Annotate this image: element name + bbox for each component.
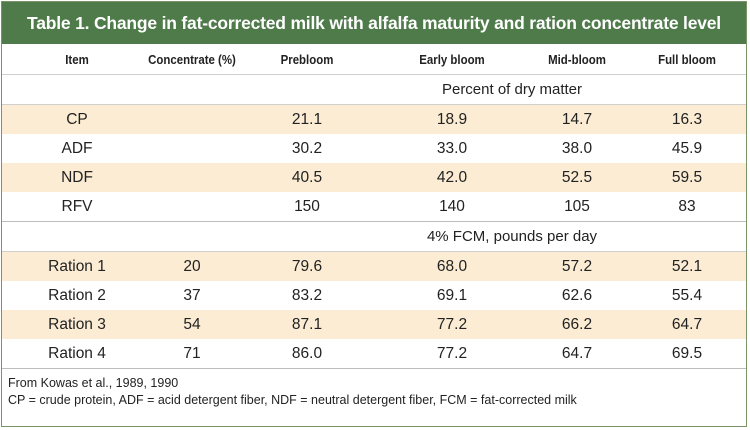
cell-concentrate: 54	[183, 315, 201, 333]
cell-mid-bloom: 105	[564, 197, 590, 215]
cell-early-bloom: 33.0	[436, 139, 468, 157]
table-row: NDF 40.5 42.0 52.5 59.5	[2, 163, 746, 192]
row-item: CP	[66, 110, 88, 128]
cell-prebloom: 30.2	[291, 139, 323, 157]
cell-concentrate: 71	[183, 344, 201, 362]
row-item: Ration 4	[48, 344, 106, 362]
cell-full-bloom: 64.7	[671, 315, 703, 333]
cell-full-bloom: 55.4	[671, 286, 703, 304]
cell-full-bloom: 16.3	[671, 110, 703, 128]
cell-concentrate: 20	[183, 257, 201, 275]
footer-divider	[2, 368, 746, 369]
cell-early-bloom: 42.0	[436, 168, 468, 186]
cell-prebloom: 87.1	[291, 315, 323, 333]
cell-prebloom: 79.6	[291, 257, 323, 275]
cell-full-bloom: 69.5	[671, 344, 703, 362]
cell-full-bloom: 45.9	[671, 139, 703, 157]
abbreviations-note: CP = crude protein, ADF = acid detergent…	[8, 393, 577, 407]
table-row: CP 21.1 18.9 14.7 16.3	[2, 105, 746, 134]
row-item: Ration 3	[48, 315, 106, 333]
section-header-fcm: 4% FCM, pounds per day	[2, 221, 746, 252]
row-item: ADF	[61, 139, 93, 157]
column-header-item: Item	[65, 51, 89, 67]
cell-prebloom: 40.5	[291, 168, 323, 186]
cell-prebloom: 21.1	[291, 110, 323, 128]
table-row: RFV 150 140 105 83	[2, 192, 746, 221]
cell-mid-bloom: 62.6	[561, 286, 593, 304]
column-header-prebloom: Prebloom	[280, 51, 334, 67]
column-header-concentrate: Concentrate (%)	[148, 51, 236, 67]
cell-mid-bloom: 38.0	[561, 139, 593, 157]
table-row: Ration 4 71 86.0 77.2 64.7 69.5	[2, 339, 746, 368]
cell-prebloom: 86.0	[291, 344, 323, 362]
cell-early-bloom: 18.9	[436, 110, 468, 128]
table-title: Table 1. Change in fat-corrected milk wi…	[2, 2, 746, 44]
cell-early-bloom: 140	[439, 197, 465, 215]
column-header-mid-bloom: Mid-bloom	[548, 51, 606, 67]
row-item: Ration 1	[48, 257, 106, 275]
table-row: Ration 2 37 83.2 69.1 62.6 55.4	[2, 281, 746, 310]
cell-mid-bloom: 57.2	[561, 257, 593, 275]
cell-mid-bloom: 52.5	[561, 168, 593, 186]
column-header-full-bloom: Full bloom	[658, 51, 716, 67]
cell-early-bloom: 68.0	[436, 257, 468, 275]
table-row: ADF 30.2 33.0 38.0 45.9	[2, 134, 746, 163]
cell-mid-bloom: 14.7	[561, 110, 593, 128]
cell-prebloom: 83.2	[291, 286, 323, 304]
row-item: Ration 2	[48, 286, 106, 304]
cell-full-bloom: 52.1	[671, 257, 703, 275]
table-header-row: Item Concentrate (%) Prebloom Early bloo…	[2, 44, 746, 75]
cell-mid-bloom: 66.2	[561, 315, 593, 333]
table-notes: From Kowas et al., 1989, 1990 CP = crude…	[8, 375, 577, 409]
cell-early-bloom: 69.1	[436, 286, 468, 304]
row-item: RFV	[61, 197, 93, 215]
cell-mid-bloom: 64.7	[561, 344, 593, 362]
table-row: Ration 1 20 79.6 68.0 57.2 52.1	[2, 252, 746, 281]
table-row: Ration 3 54 87.1 77.2 66.2 64.7	[2, 310, 746, 339]
source-note: From Kowas et al., 1989, 1990	[8, 376, 179, 390]
cell-full-bloom: 59.5	[671, 168, 703, 186]
cell-prebloom: 150	[294, 197, 320, 215]
section-label: 4% FCM, pounds per day	[426, 228, 598, 245]
column-header-early-bloom: Early bloom	[419, 51, 485, 67]
cell-early-bloom: 77.2	[436, 344, 468, 362]
cell-early-bloom: 77.2	[436, 315, 468, 333]
section-label: Percent of dry matter	[441, 81, 583, 98]
row-item: NDF	[61, 168, 93, 186]
cell-full-bloom: 83	[678, 197, 696, 215]
section-header-dry-matter: Percent of dry matter	[2, 75, 746, 105]
cell-concentrate: 37	[183, 286, 201, 304]
